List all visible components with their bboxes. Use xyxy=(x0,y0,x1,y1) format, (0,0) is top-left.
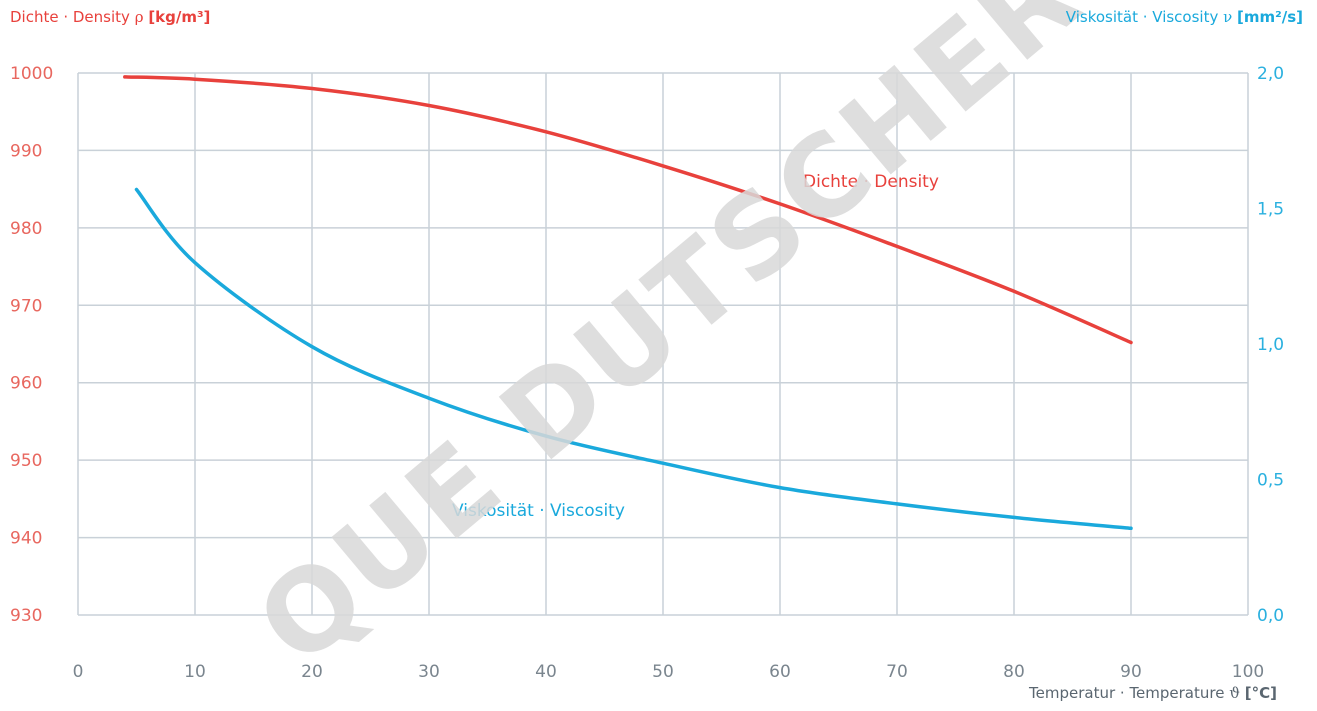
left-tick-label: 930 xyxy=(10,606,42,626)
right-tick-label: 0,5 xyxy=(1257,471,1284,491)
right-axis-unit: [mm²/s] xyxy=(1237,8,1303,26)
x-tick-label: 10 xyxy=(184,662,206,682)
left-axis-ticks: 930 940 950 960 970 980 990 1000 xyxy=(10,64,53,626)
x-axis-unit: [°C] xyxy=(1244,684,1277,702)
viscosity-symbol: ν xyxy=(1223,8,1233,26)
x-tick-label: 0 xyxy=(73,662,84,682)
right-tick-label: 1,5 xyxy=(1257,200,1284,220)
temperature-symbol: ϑ xyxy=(1229,684,1240,702)
left-axis-title: Dichte · Density ρ [kg/m³] xyxy=(10,8,210,26)
left-axis-unit: [kg/m³] xyxy=(148,8,211,26)
x-axis-ticks: 0 10 20 30 40 50 60 70 80 90 100 xyxy=(73,662,1265,682)
left-tick-label: 940 xyxy=(10,529,42,549)
x-tick-label: 30 xyxy=(418,662,440,682)
watermark: QUE DUTSCHER xyxy=(234,0,1106,691)
x-tick-label: 60 xyxy=(769,662,791,682)
density-line xyxy=(123,75,1133,345)
grid xyxy=(77,72,1249,616)
x-tick-label: 70 xyxy=(886,662,908,682)
x-tick-label: 50 xyxy=(652,662,674,682)
right-axis-title: Viskosität · Viscosity ν [mm²/s] xyxy=(1066,8,1303,26)
x-tick-label: 90 xyxy=(1120,662,1142,682)
left-tick-label: 980 xyxy=(10,219,42,239)
viscosity-line xyxy=(134,187,1133,531)
right-axis-title-text: Viskosität · Viscosity xyxy=(1065,8,1219,26)
left-tick-label: 950 xyxy=(10,451,42,471)
left-tick-label: 990 xyxy=(10,141,42,161)
density-series-label: Dichte · Density xyxy=(803,172,939,192)
right-axis-ticks: 0,0 0,5 1,0 1,5 2,0 xyxy=(1257,64,1284,626)
x-axis-title-text: Temperatur · Temperature xyxy=(1029,684,1225,702)
x-tick-label: 20 xyxy=(301,662,323,682)
left-tick-label: 970 xyxy=(10,296,42,316)
x-tick-label: 80 xyxy=(1003,662,1025,682)
x-axis-title: Temperatur · Temperature ϑ [°C] xyxy=(1029,684,1277,702)
left-axis-title-text: Dichte · Density xyxy=(10,8,130,26)
left-tick-label: 1000 xyxy=(10,64,53,84)
left-tick-label: 960 xyxy=(10,374,42,394)
x-tick-label: 100 xyxy=(1232,662,1264,682)
right-tick-label: 2,0 xyxy=(1257,64,1284,84)
density-symbol: ρ xyxy=(134,8,144,26)
series-lines xyxy=(123,75,1133,531)
right-tick-label: 1,0 xyxy=(1257,335,1284,355)
right-tick-label: 0,0 xyxy=(1257,606,1284,626)
viscosity-series-label: Viskosität · Viscosity xyxy=(452,501,625,521)
x-tick-label: 40 xyxy=(535,662,557,682)
